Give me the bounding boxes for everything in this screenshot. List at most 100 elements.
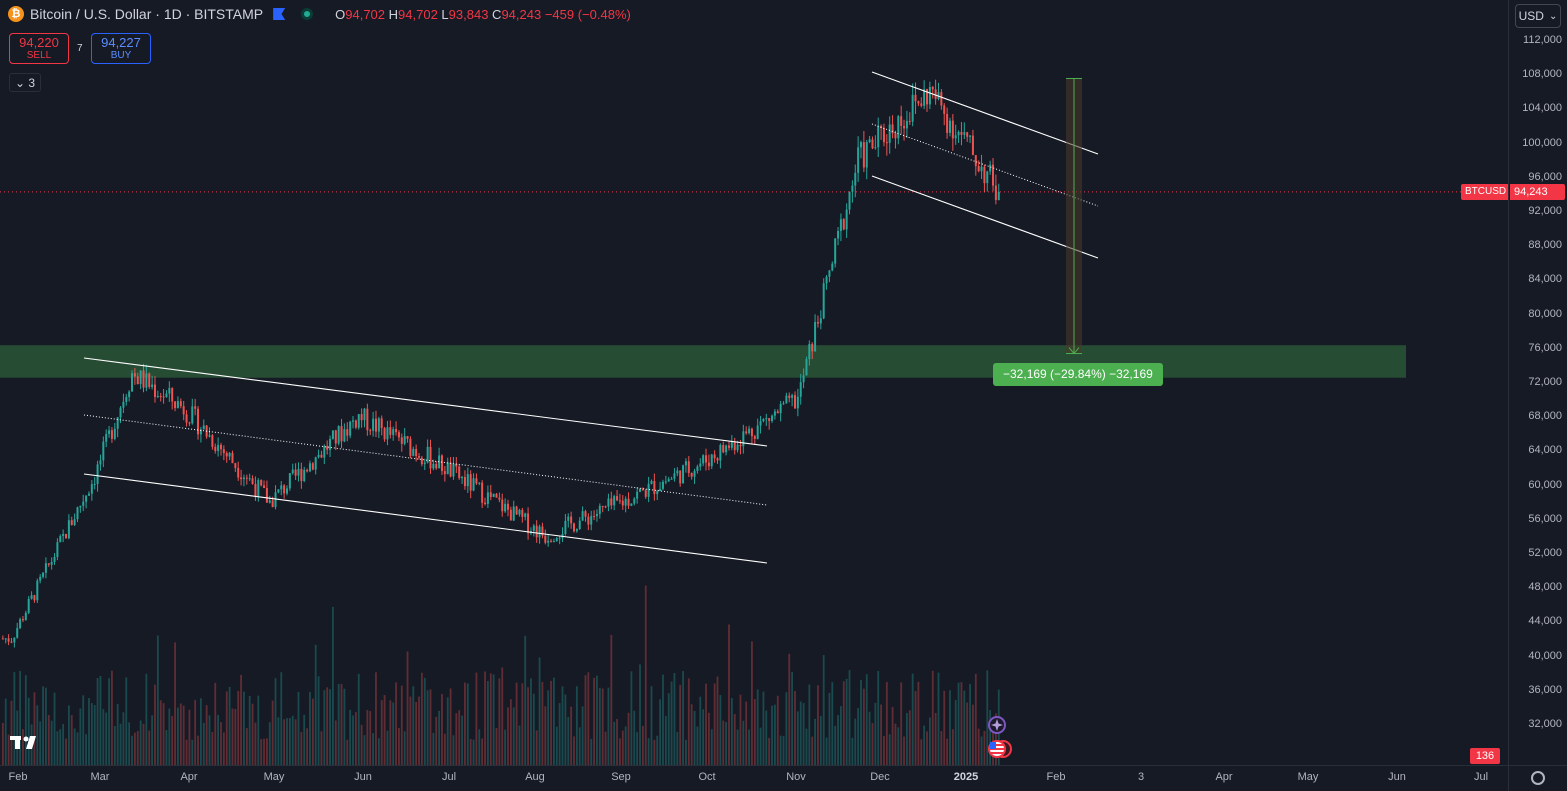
time-tick-label: Dec <box>870 771 890 783</box>
volume-bar <box>19 671 21 765</box>
volume-bar <box>868 711 871 765</box>
price-axis[interactable]: USD ⌄ 112,000 108,000 104,000 100,000 96,000… <box>1508 0 1567 765</box>
flag-icon[interactable] <box>273 8 285 20</box>
candle-body <box>848 191 851 210</box>
volume-bar <box>696 726 699 765</box>
candle-body <box>4 638 7 640</box>
candle-body <box>822 283 825 319</box>
candle-body <box>185 414 188 423</box>
volume-bar <box>375 672 377 765</box>
candle-body <box>785 395 788 404</box>
chart-settings-button[interactable] <box>1508 765 1567 791</box>
candle-body <box>509 509 512 521</box>
candle-body <box>977 166 980 172</box>
volume-bar <box>56 731 59 765</box>
symbol-title[interactable]: Bitcoin / U.S. Dollar · 1D · BITSTAMP <box>30 6 264 22</box>
volume-bar <box>934 713 937 765</box>
candle-body <box>951 120 954 139</box>
candle-body <box>24 612 27 621</box>
candle-body <box>831 263 834 271</box>
volume-bar <box>280 672 283 765</box>
volume-bar <box>481 738 484 765</box>
volume-bar <box>27 697 30 765</box>
candle-body <box>825 276 828 284</box>
volume-bar <box>974 673 977 765</box>
volume-bar <box>914 691 917 765</box>
candle-body <box>793 395 796 409</box>
price-chart[interactable] <box>0 0 1508 765</box>
indicators-toggle-button[interactable]: ⌄ 3 <box>9 73 41 92</box>
candle-body <box>79 505 82 508</box>
us-flag-icon[interactable] <box>988 740 1006 758</box>
support-zone <box>0 345 1406 378</box>
candle-body <box>33 595 36 601</box>
volume-bar <box>139 720 142 765</box>
volume-bar <box>596 675 598 765</box>
volume-bar <box>940 731 943 765</box>
currency-dropdown[interactable]: USD ⌄ <box>1515 4 1561 28</box>
candle-body <box>326 445 329 450</box>
candle-body <box>44 563 47 573</box>
candle-body <box>498 497 501 500</box>
volume-bar <box>541 681 544 765</box>
volume-bar <box>831 682 834 765</box>
candle-body <box>73 519 76 526</box>
volume-bar <box>716 676 719 765</box>
volume-bar <box>62 723 65 765</box>
volume-bar <box>240 674 242 765</box>
volume-bar <box>243 691 245 765</box>
tradingview-logo-icon[interactable] <box>10 734 44 750</box>
buy-button[interactable]: 94,227 BUY <box>91 33 151 64</box>
candle-body <box>93 483 96 485</box>
candle-body <box>650 480 653 484</box>
price-tick-label: 112,000 <box>1523 34 1562 46</box>
candle-body <box>997 191 1000 200</box>
volume-bar <box>570 706 573 765</box>
candle-body <box>346 429 349 436</box>
candle-body <box>36 580 39 601</box>
candle-body <box>458 466 461 479</box>
volume-bar <box>564 694 567 765</box>
chart-pane[interactable]: ₿ Bitcoin / U.S. Dollar · 1D · BITSTAMP … <box>0 0 1508 765</box>
sell-button[interactable]: 94,220 SELL <box>9 33 69 64</box>
volume-bar <box>142 723 145 765</box>
volume-bar <box>426 690 429 765</box>
volume-bar <box>897 727 900 765</box>
candle-body <box>518 509 521 515</box>
volume-bar <box>874 702 877 765</box>
candle-body <box>532 525 535 531</box>
candle-body <box>87 493 90 496</box>
candle-body <box>90 484 93 494</box>
candle-body <box>630 503 633 506</box>
volume-bar <box>185 739 188 765</box>
volume-bar <box>722 720 725 765</box>
market-open-icon[interactable] <box>301 8 314 20</box>
volume-bar <box>171 715 174 765</box>
candle-body <box>420 457 423 465</box>
candle-body <box>837 230 840 239</box>
candle-body <box>940 92 943 106</box>
volume-bar <box>188 709 191 765</box>
candle-body <box>713 454 716 459</box>
volume-bar <box>802 703 805 765</box>
volume-bar <box>412 686 415 765</box>
candle-body <box>495 493 498 498</box>
volume-bar <box>931 670 934 765</box>
price-tick-label: 80,000 <box>1528 307 1562 320</box>
candle-body <box>320 454 323 458</box>
sparkle-event-icon[interactable] <box>988 716 1006 734</box>
volume-bar <box>455 713 458 765</box>
candle-body <box>808 343 811 360</box>
candle-body <box>403 436 406 444</box>
candle-body <box>449 462 452 477</box>
time-axis[interactable]: Feb Mar Apr May Jun Jul Aug Sep Oct Nov Dec 2025 Feb… <box>0 765 1508 791</box>
volume-bar <box>507 707 509 765</box>
volume-bar <box>937 672 940 765</box>
candle-body <box>415 448 418 457</box>
measure-label[interactable]: −32,169 (−29.84%) −32,169 <box>993 363 1163 386</box>
volume-bar <box>398 727 400 765</box>
volume-bar <box>300 731 303 765</box>
volume-bar <box>432 732 435 765</box>
volume-bar <box>82 695 85 765</box>
candle-body <box>722 445 725 453</box>
